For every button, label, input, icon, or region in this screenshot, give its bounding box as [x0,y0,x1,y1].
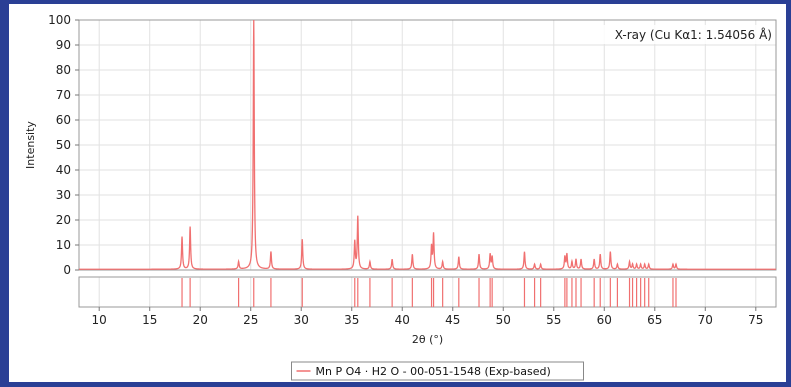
y-axis: 0 10 20 30 40 50 60 70 80 90 100 [48,13,79,277]
x-tick-label: 25 [243,313,258,327]
reference-sticks [181,278,677,307]
x-tick-label: 30 [294,313,309,327]
y-tick-label: 60 [56,113,71,127]
x-axis-title: 2θ (°) [412,333,443,346]
x-tick-label: 50 [496,313,511,327]
x-tick-label: 10 [92,313,107,327]
diffraction-pattern-line [79,19,776,270]
y-tick-label: 40 [56,163,71,177]
y-tick-label: 0 [63,263,71,277]
x-tick-label: 20 [193,313,208,327]
y-tick-label: 10 [56,238,71,252]
x-tick-label: 35 [344,313,359,327]
y-tick-label: 70 [56,88,71,102]
x-tick-label: 75 [748,313,763,327]
y-axis-title: Intensity [24,121,37,169]
y-tick-label: 20 [56,213,71,227]
x-tick-label: 60 [597,313,612,327]
y-tick-label: 90 [56,38,71,52]
y-tick-label: 80 [56,63,71,77]
x-tick-label: 45 [445,313,460,327]
x-axis: 10 15 20 25 30 35 40 45 50 55 60 65 70 75 [92,307,763,327]
y-tick-label: 100 [48,13,71,27]
legend: Mn P O4 · H2 O - 00-051-1548 (Exp-based) [291,361,584,381]
legend-label: Mn P O4 · H2 O - 00-051-1548 (Exp-based) [316,365,551,378]
x-tick-label: 65 [647,313,662,327]
x-tick-label: 15 [142,313,157,327]
stick-plot-area [78,276,777,308]
xrd-chart: 0 10 20 30 40 50 60 70 80 90 100 10 15 20 25 30 35 40 45 5… [24,13,777,381]
chart-frame: 0 10 20 30 40 50 60 70 80 90 100 10 15 20 25 30 35 40 45 5… [9,4,786,382]
x-tick-label: 70 [698,313,713,327]
radiation-annotation: X-ray (Cu Kα1: 1.54056 Å) [615,27,772,42]
x-tick-label: 55 [546,313,561,327]
y-tick-label: 30 [56,188,71,202]
x-tick-label: 40 [395,313,410,327]
y-tick-label: 50 [56,138,71,152]
annotation-box: X-ray (Cu Kα1: 1.54056 Å) [602,25,774,44]
